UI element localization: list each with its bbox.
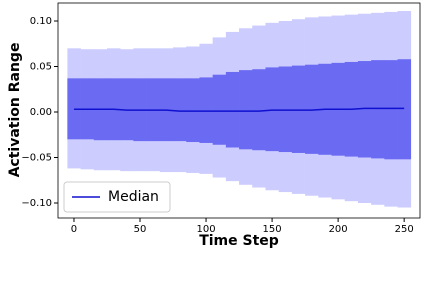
y-axis-label: Activation Range xyxy=(7,43,23,178)
median-line xyxy=(73,107,405,112)
x-tick-label: 250 xyxy=(395,224,414,235)
legend-box xyxy=(63,181,171,213)
y-tick-label: −0.10 xyxy=(21,198,52,209)
y-tick-label: 0.05 xyxy=(30,62,52,73)
x-tick-label: 50 xyxy=(134,224,147,235)
plot-frame xyxy=(57,2,421,219)
band-segment xyxy=(397,59,412,160)
band-segment xyxy=(173,78,187,142)
band-segment xyxy=(305,64,319,154)
y-tick-label: 0.00 xyxy=(30,107,52,118)
band-segment xyxy=(225,71,240,148)
x-tick-label: 0 xyxy=(71,224,77,235)
band-segment xyxy=(199,77,213,143)
y-tick-label: 0.10 xyxy=(30,16,52,27)
band-segment xyxy=(265,67,279,152)
band-segment xyxy=(120,78,134,141)
band-segment xyxy=(278,66,293,153)
legend-label: Median xyxy=(108,189,159,205)
band-segment xyxy=(384,60,398,160)
band-segment xyxy=(252,69,266,151)
band-segment xyxy=(186,78,200,143)
x-axis-label: Time Step xyxy=(199,233,279,249)
x-tick-label: 100 xyxy=(197,224,216,235)
x-tick-label: 200 xyxy=(329,224,348,235)
band-segment xyxy=(291,65,306,153)
band-segment xyxy=(212,74,227,145)
band-segment xyxy=(371,60,385,159)
y-tick-label: −0.05 xyxy=(21,152,52,163)
band-segment xyxy=(239,70,253,150)
x-tick-label: 150 xyxy=(263,224,282,235)
band-segment xyxy=(357,61,372,158)
